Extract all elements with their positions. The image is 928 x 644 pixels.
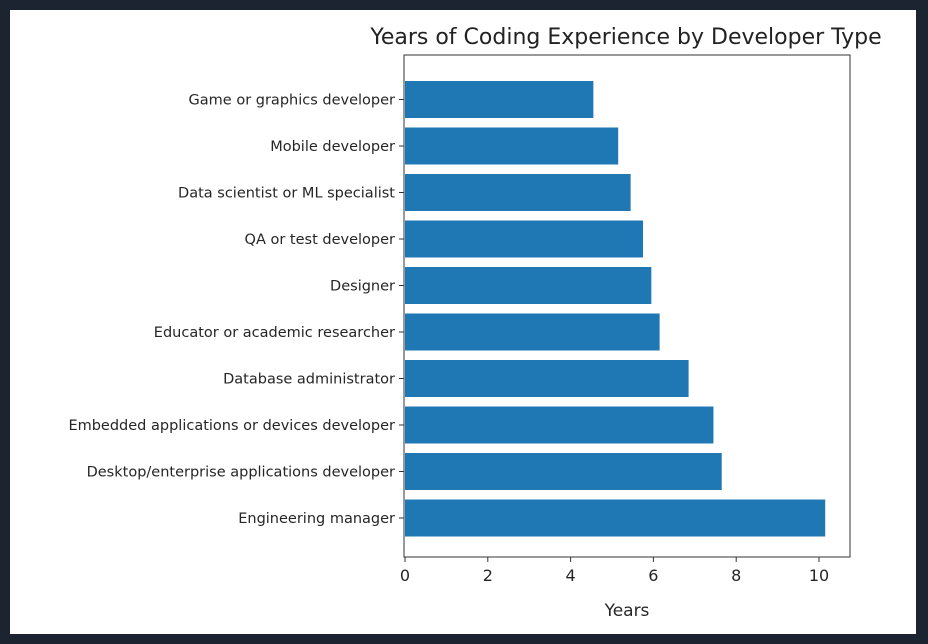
bar — [405, 174, 631, 211]
bar — [405, 499, 826, 537]
bar — [405, 453, 722, 490]
plot-area-frame — [403, 54, 851, 558]
category-label: Desktop/enterprise applications develope… — [87, 465, 395, 481]
bar-chart: Years of Coding Experience by Developer … — [68, 25, 881, 621]
x-axis-ticks: 0 2 4 6 8 10 — [400, 557, 829, 585]
bar — [405, 406, 714, 444]
bar — [405, 81, 594, 118]
bars-group — [405, 81, 826, 537]
bar — [405, 220, 644, 258]
category-label: Database administrator — [223, 372, 395, 388]
x-tick-label: 6 — [648, 566, 658, 585]
category-label: Game or graphics developer — [189, 93, 395, 109]
x-tick-label: 4 — [566, 566, 576, 585]
chart-title: Years of Coding Experience by Developer … — [369, 25, 881, 50]
category-label: Mobile developer — [270, 139, 395, 155]
category-label: Engineering manager — [238, 511, 395, 527]
x-tick-label: 10 — [809, 566, 829, 585]
category-label: Embedded applications or devices develop… — [68, 418, 395, 434]
bar — [405, 313, 660, 351]
bar — [405, 127, 619, 165]
category-label: Educator or academic researcher — [154, 325, 395, 341]
category-labels: Engineering manager Desktop/enterprise ap… — [68, 93, 404, 527]
x-tick-label: 2 — [483, 566, 493, 585]
chart-figure: Years of Coding Experience by Developer … — [10, 10, 916, 634]
category-label: Designer — [330, 279, 395, 295]
category-label: QA or test developer — [245, 232, 395, 248]
category-label: Data scientist or ML specialist — [178, 186, 395, 202]
bar — [405, 267, 652, 304]
x-axis-label: Years — [604, 601, 650, 621]
x-tick-label: 8 — [731, 566, 741, 585]
x-tick-label: 0 — [400, 566, 410, 585]
bar — [405, 360, 689, 397]
